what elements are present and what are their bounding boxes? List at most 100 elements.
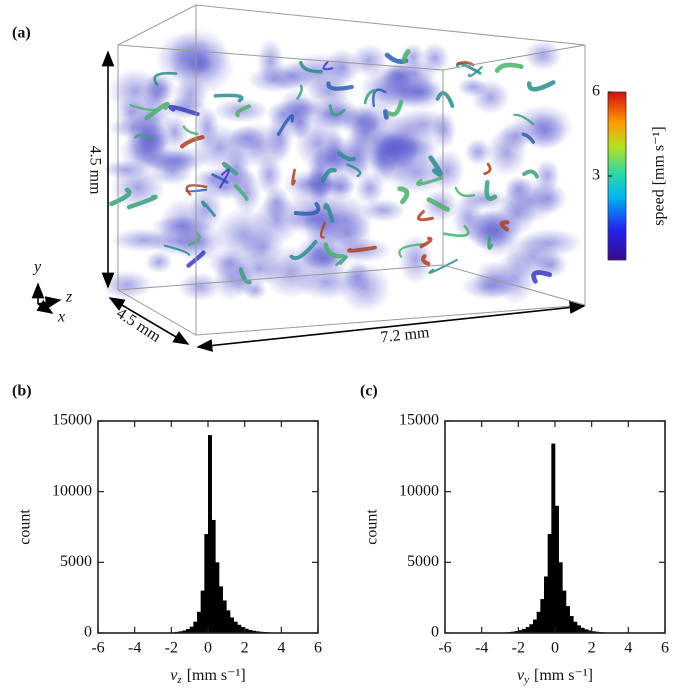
vessel <box>468 65 483 78</box>
vessel <box>346 163 362 178</box>
histogram-bar <box>178 631 183 633</box>
histogram-bar <box>580 627 585 633</box>
histogram-bar <box>562 590 567 633</box>
panel-label: (a) <box>12 25 31 42</box>
colorbar-tick-label: 6 <box>592 83 600 100</box>
length-arrow <box>196 301 586 352</box>
y-axis-label: count <box>17 509 34 545</box>
vessel <box>499 220 510 232</box>
fog-blob <box>110 227 178 253</box>
histogram-bar <box>577 625 581 633</box>
vessel <box>187 231 201 247</box>
fog-blob <box>252 195 302 246</box>
axes-icon: y z x <box>31 259 73 326</box>
fog-blob <box>528 182 568 215</box>
vessel <box>276 114 295 136</box>
vessel <box>526 80 556 92</box>
vessel <box>420 254 431 266</box>
x-tick-label: -6 <box>91 640 104 657</box>
x-tick-label: 2 <box>241 640 249 657</box>
fog-blob <box>160 114 189 150</box>
fog-blob <box>242 279 267 301</box>
x-tick-label: -2 <box>165 640 178 657</box>
vessel <box>126 194 158 210</box>
fog-blob <box>266 100 301 127</box>
y-axis-label: count <box>364 509 381 545</box>
vessel <box>416 176 444 186</box>
x-axis-unit: [mm s⁻¹] <box>187 667 246 684</box>
vessel <box>419 236 433 249</box>
y-tick-label: 10000 <box>399 482 439 499</box>
axis-name: z <box>65 289 73 306</box>
fog-blob <box>355 171 385 206</box>
vessel <box>179 135 205 149</box>
histogram-bar <box>518 630 523 633</box>
histogram-bar <box>211 519 216 633</box>
y-tick-label: 5000 <box>407 553 439 570</box>
vessel <box>443 225 470 237</box>
fog-blob <box>517 228 583 257</box>
vessel <box>322 61 334 71</box>
vessel <box>513 113 535 126</box>
fog-blob <box>322 209 373 258</box>
x-axis-label: vy [mm s⁻¹] <box>517 667 593 686</box>
histogram-bar <box>584 629 589 633</box>
histogram-bar <box>189 626 194 633</box>
fog-blob <box>247 66 302 93</box>
vessel <box>211 173 229 184</box>
x-tick-label: 2 <box>588 640 596 657</box>
histogram-bar <box>237 624 242 633</box>
fog-blob <box>194 105 220 148</box>
histogram-bar <box>241 627 245 633</box>
vessel <box>168 104 200 117</box>
fog-blob <box>145 250 173 274</box>
fog-blob <box>470 79 510 115</box>
histogram-bar <box>233 621 238 633</box>
x-tick-label: 0 <box>551 640 559 657</box>
fog-blob <box>222 147 251 186</box>
histogram-bar <box>544 576 548 633</box>
vessel <box>185 184 208 196</box>
fog-blob <box>430 149 465 192</box>
fog-blob <box>420 42 450 75</box>
vessel <box>153 71 178 86</box>
y-tick-label: 5000 <box>60 553 92 570</box>
volume-render <box>100 27 583 313</box>
vessel <box>289 239 318 261</box>
x-tick-label: -2 <box>512 640 525 657</box>
histogram-bar <box>514 631 519 633</box>
histogram-bar <box>182 630 187 633</box>
vessel <box>323 242 346 259</box>
vessel <box>397 186 410 205</box>
histogram-bar <box>551 443 556 633</box>
histogram-bar <box>248 629 253 633</box>
histogram-bar <box>558 562 563 633</box>
vessel <box>494 62 524 73</box>
vessel <box>186 250 206 268</box>
vessel <box>456 61 475 67</box>
x-tick-label: 0 <box>204 640 212 657</box>
x-tick-label: 6 <box>661 640 669 657</box>
panel-label: (b) <box>12 383 32 400</box>
histogram-bar <box>255 631 260 633</box>
vessel <box>323 202 335 223</box>
histogram-bar <box>226 610 231 633</box>
x-tick-label: 4 <box>277 640 285 657</box>
fog-blob <box>155 32 213 84</box>
x-tick-label: 4 <box>624 640 632 657</box>
vessel <box>335 255 348 267</box>
depth-arrow <box>108 297 190 345</box>
x-tick-label: 6 <box>314 640 322 657</box>
vessel <box>319 221 326 239</box>
histogram-bar <box>547 534 552 633</box>
y-tick-label: 15000 <box>399 412 439 429</box>
vessel <box>522 169 539 179</box>
x-axis-symbol: v <box>517 667 525 684</box>
vessel <box>291 168 296 186</box>
fog-blob <box>255 154 283 196</box>
fog-blob <box>465 209 520 252</box>
fog-blob <box>371 69 436 109</box>
x-axis-subscript: y <box>523 674 529 686</box>
vessel <box>428 258 458 274</box>
